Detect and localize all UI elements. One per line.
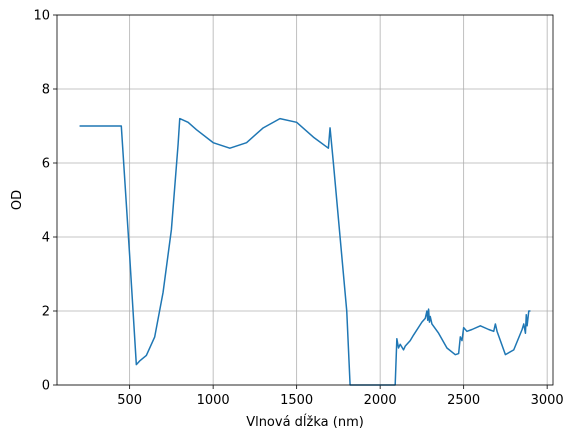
x-tick-label: 500 bbox=[117, 393, 142, 408]
x-axis-label: Vlnová dĺžka (nm) bbox=[246, 414, 364, 430]
y-tick-label: 10 bbox=[33, 9, 50, 24]
y-tick-label: 0 bbox=[42, 379, 50, 394]
y-axis-label: OD bbox=[10, 190, 25, 210]
x-tick-label: 3000 bbox=[531, 393, 564, 408]
y-tick-label: 4 bbox=[42, 231, 50, 246]
y-tick-label: 2 bbox=[42, 305, 50, 320]
plot-frame bbox=[56, 14, 554, 386]
x-tick-label: 1000 bbox=[197, 393, 230, 408]
y-tick-label: 8 bbox=[42, 83, 50, 98]
x-tick-label: 2500 bbox=[447, 393, 480, 408]
y-tick-label: 6 bbox=[42, 157, 50, 172]
x-tick-label: 2000 bbox=[364, 393, 397, 408]
x-tick-label: 1500 bbox=[280, 393, 313, 408]
data-line bbox=[79, 117, 531, 386]
